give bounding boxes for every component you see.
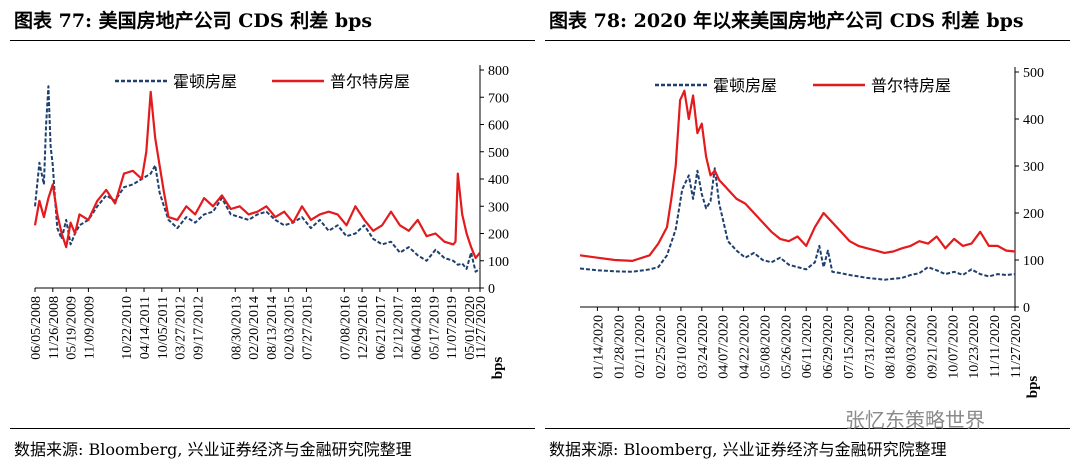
left-source-rule [10,428,535,429]
x-tick-label: 11/27/2020 [1009,315,1024,378]
x-tick-label: 10/05/2011 [156,296,171,359]
legend-label-pulte: 普尔特房屋 [330,72,410,91]
x-tick-label: 07/08/2016 [338,296,353,360]
x-tick-label: 05/08/2020 [758,315,773,379]
x-tick-label: 04/22/2020 [738,315,753,379]
y-tick-label: 800 [488,64,509,79]
x-tick-label: 08/13/2014 [265,296,280,360]
x-tick-label: 06/11/2020 [800,315,815,378]
left-source-note: 数据来源: Bloomberg, 兴业证券经济与金融研究院整理 [14,440,412,459]
y-unit-label: bps [490,357,506,380]
y-tick-label: 600 [488,119,509,134]
x-tick-label: 03/27/2012 [174,296,189,360]
x-tick-label: 01/14/2020 [591,315,606,379]
watermark: 张忆东策略世界 [845,408,985,432]
y-tick-label: 700 [488,91,509,106]
x-tick-label: 11/27/2020 [474,296,489,359]
x-tick-label: 02/20/2014 [247,296,262,360]
x-tick-label: 06/21/2017 [374,296,389,360]
x-tick-label: 12/29/2016 [356,296,371,360]
x-tick-label: 05/26/2020 [779,315,794,379]
y-unit-label: bps [1025,376,1041,399]
right-chart-title: 图表 78: 2020 年以来美国房地产公司 CDS 利差 bps [549,10,1024,32]
x-tick-label: 09/21/2020 [925,315,940,379]
y-tick-label: 400 [1023,113,1044,128]
x-tick-label: 10/22/2010 [120,296,135,360]
y-tick-label: 300 [488,200,509,215]
x-tick-label: 02/25/2020 [654,315,669,379]
y-tick-label: 200 [488,228,509,243]
x-tick-label: 06/29/2020 [821,315,836,379]
series-line-pulte [33,90,481,260]
y-tick-label: 100 [1023,254,1044,269]
x-tick-label: 02/11/2020 [633,315,648,378]
legend-label-horton: 霍顿房屋 [173,72,237,91]
right-chart-panel: 图表 78: 2020 年以来美国房地产公司 CDS 利差 bps 0 100 20… [545,0,1070,475]
y-tick-label: 100 [488,255,509,270]
left-title-rule [10,40,535,41]
x-tick-label: 10/23/2020 [967,315,982,379]
x-tick-label: 12/12/2017 [392,296,407,360]
x-tick-label: 05/17/2019 [427,296,442,360]
x-tick-label: 05/01/2020 [463,296,478,360]
y-tick-label: 300 [1023,160,1044,175]
y-tick-label: 0 [488,282,495,297]
series-line-pulte [579,89,1016,262]
y-tick-label: 200 [1023,207,1044,222]
x-tick-label: 05/19/2009 [65,296,80,360]
x-tick-label: 11/09/2009 [82,296,97,359]
x-tick-label: 06/05/2008 [29,296,44,360]
right-source-note: 数据来源: Bloomberg, 兴业证券经济与金融研究院整理 [549,440,947,459]
y-tick-label: 500 [1023,66,1044,81]
left-chart-panel: 图表 77: 美国房地产公司 CDS 利差 bps 0 100 200 300 400 5… [10,0,535,475]
x-tick-label: 07/27/2015 [300,296,315,360]
y-tick-label: 500 [488,146,509,161]
x-tick-label: 01/28/2020 [612,315,627,379]
legend-label-horton: 霍顿房屋 [713,76,777,95]
x-tick-label: 10/07/2020 [946,315,961,379]
y-tick-label: 0 [1023,301,1030,316]
x-tick-label: 11/11/2020 [988,315,1003,378]
x-tick-label: 07/15/2020 [842,315,857,379]
right-title-rule [545,40,1070,41]
x-tick-label: 09/03/2020 [905,315,920,379]
x-tick-label: 07/31/2020 [863,315,878,379]
x-tick-label: 02/03/2015 [283,296,298,360]
left-chart-title: 图表 77: 美国房地产公司 CDS 利差 bps [14,10,373,32]
series-line-horton [34,85,481,273]
x-tick-label: 03/10/2020 [675,315,690,379]
x-tick-label: 04/07/2020 [717,315,732,379]
x-tick-label: 08/18/2020 [884,315,899,379]
right-line-chart: 0 100 200 300 400 500 bps 01/14/2020 01/28/2020 0… [579,66,1044,399]
x-tick-label: 06/04/2018 [409,296,424,360]
right-source-rule [545,428,1070,429]
series-line-horton [579,167,1016,281]
y-tick-label: 400 [488,173,509,188]
x-tick-label: 09/17/2012 [191,296,206,360]
x-tick-label: 08/30/2013 [229,296,244,360]
x-tick-label: 03/24/2020 [696,315,711,379]
x-tick-label: 04/14/2011 [138,296,153,359]
legend-label-pulte: 普尔特房屋 [871,76,951,95]
x-tick-label: 11/26/2008 [47,296,62,359]
x-tick-label: 11/07/2019 [445,296,460,359]
